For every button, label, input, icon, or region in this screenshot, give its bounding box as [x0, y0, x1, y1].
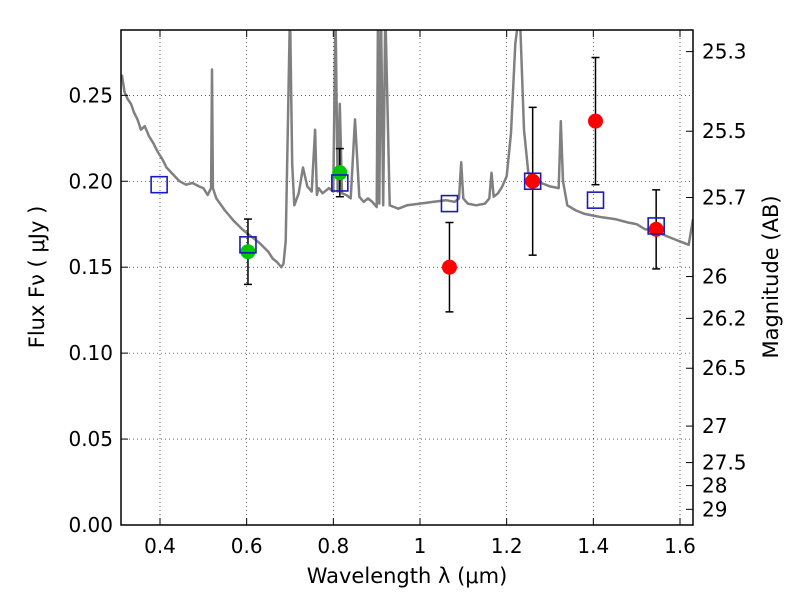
model-photometry-square	[239, 236, 257, 254]
x-tick-label: 0.6	[231, 534, 263, 558]
model-photometry-square	[331, 174, 349, 192]
plot-frame	[120, 29, 694, 526]
model-photometry-square	[523, 172, 542, 191]
model-photometry-square	[150, 175, 168, 194]
y-tick-label: 0.00	[68, 513, 113, 537]
observed-nearir-point	[648, 221, 664, 237]
x-tick-label: 1.4	[577, 534, 609, 558]
y-axis-label: Flux Fν ( μJy )	[25, 206, 49, 349]
data-points-layer	[150, 56, 665, 313]
observed-nearir-point	[525, 173, 541, 189]
magnitude-tick-label: 29	[702, 497, 727, 521]
magnitude-tick-label: 26.5	[702, 356, 747, 380]
y-tick-label: 0.15	[68, 255, 113, 279]
model-photometry-square	[440, 194, 459, 213]
x-tick-label: 1.2	[491, 534, 523, 558]
model-spectrum-layer	[121, 30, 693, 269]
magnitude-tick-label: 26	[702, 265, 727, 289]
observed-optical-point	[240, 244, 256, 260]
magnitude-tick-label: 26.2	[702, 306, 747, 330]
x-tick-label: 0.8	[317, 534, 349, 558]
observed-nearir-point	[441, 259, 457, 275]
x-axis-label: Wavelength λ (μm)	[307, 564, 508, 588]
x-tick-label: 0.4	[144, 534, 176, 558]
y-tick-label: 0.05	[68, 427, 113, 451]
model-photometry-square	[647, 217, 665, 235]
axis-ticks: 0.4 0.6 0.8 1 1.2 1.4 1.6 0.00 0.05 0.10 0.15 0.20 0…	[68, 30, 747, 558]
magnitude-tick-label: 27	[702, 414, 727, 438]
magnitude-tick-label: 28	[702, 474, 727, 498]
magnitude-tick-label: 25.3	[702, 40, 747, 64]
model-spectrum-line	[121, 30, 693, 269]
magnitude-tick-label: 25.7	[702, 185, 747, 209]
observed-nearir-point	[588, 113, 603, 129]
x-tick-label: 1.6	[664, 534, 696, 558]
magnitude-tick-label: 27.5	[702, 451, 747, 475]
x-tick-label: 1	[414, 534, 427, 558]
y-tick-label: 0.20	[68, 169, 113, 193]
model-photometry-square	[586, 191, 605, 209]
y-tick-label: 0.10	[68, 341, 113, 365]
magnitude-tick-label: 25.5	[702, 119, 747, 143]
observed-optical-point	[332, 165, 348, 181]
grid-lines	[121, 30, 693, 526]
y-tick-label: 0.25	[68, 83, 113, 107]
y2-axis-label: Magnitude (AB)	[759, 195, 783, 358]
